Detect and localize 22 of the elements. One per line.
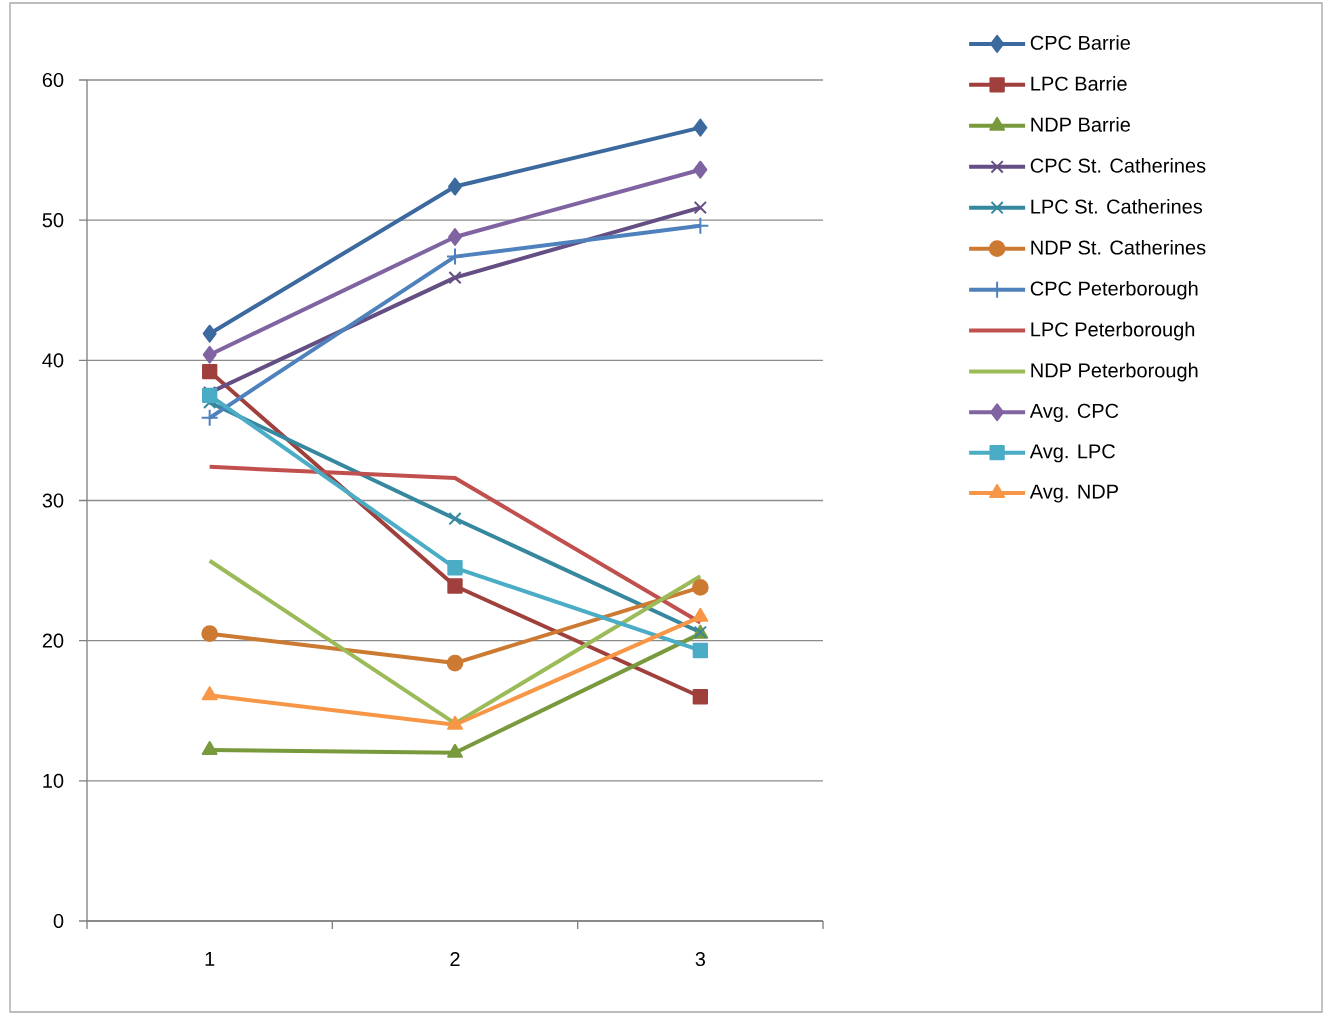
legend-label: CPC Barrie xyxy=(1030,35,1130,50)
legend-label: Avg. CPC xyxy=(1029,403,1119,422)
legend-label: Avg. LPC xyxy=(1029,444,1115,463)
y-tick-label: 40 xyxy=(42,353,64,368)
legend-label: LPC Peterborough xyxy=(1031,321,1195,341)
y-tick-label: 50 xyxy=(42,213,64,228)
legend-label: NDP Peterborough xyxy=(1031,362,1198,382)
legend-label: NDP St. Catherines xyxy=(1031,239,1206,255)
x-tick-label: 1 xyxy=(205,951,215,966)
y-tick-label: 60 xyxy=(42,72,64,88)
legend-label: CPC Peterborough xyxy=(1030,280,1198,300)
y-tick-label: 0 xyxy=(53,913,64,929)
legend-label: NDP Barrie xyxy=(1031,117,1130,132)
legend-label: LPC St. Catherines xyxy=(1031,198,1203,214)
x-tick-label: 3 xyxy=(695,951,706,967)
y-tick-label: 30 xyxy=(42,493,64,508)
y-tick-label: 10 xyxy=(43,773,64,788)
y-tick-label: 20 xyxy=(42,633,64,648)
legend-label: LPC Barrie xyxy=(1031,76,1127,91)
x-tick-label: 2 xyxy=(450,951,460,966)
legend-label: Avg. NDP xyxy=(1029,484,1118,503)
legend-label: CPC St. Catherines xyxy=(1030,158,1206,173)
